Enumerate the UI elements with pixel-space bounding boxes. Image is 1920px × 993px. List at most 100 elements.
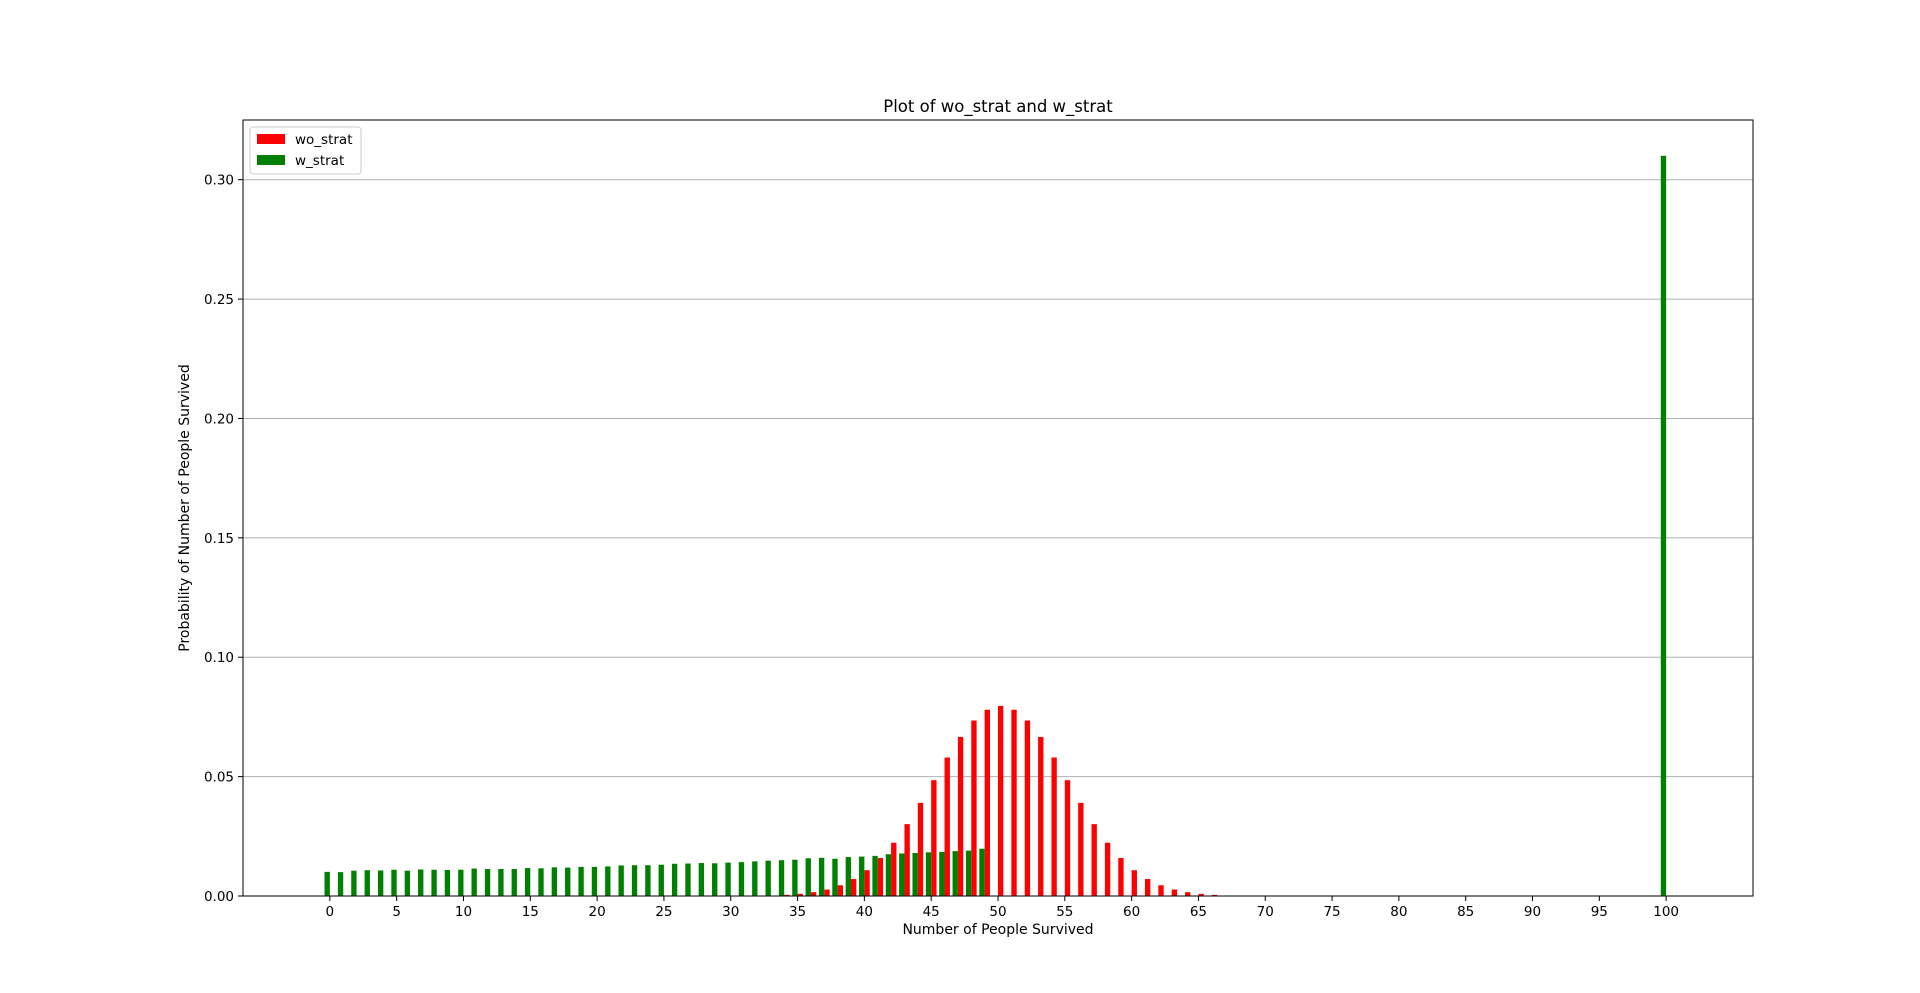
bar-w_strat <box>538 868 544 896</box>
bar-wo_strat <box>1171 889 1178 896</box>
x-tick-label: 15 <box>522 904 539 920</box>
bar-wo_strat <box>984 709 990 896</box>
bar-w_strat <box>578 866 584 896</box>
bar-w_strat <box>605 866 611 896</box>
x-tick-label: 80 <box>1390 904 1407 920</box>
bar-w_strat <box>511 869 517 896</box>
bar-wo_strat <box>864 870 870 896</box>
bar-wo_strat <box>1104 842 1111 896</box>
y-tick-label: 0.05 <box>204 770 234 786</box>
y-tick-label: 0.30 <box>204 173 234 189</box>
bar-w_strat <box>524 868 531 896</box>
bar-wo_strat <box>877 858 884 896</box>
bar-wo_strat <box>824 889 830 896</box>
bar-w_strat <box>498 869 504 896</box>
x-tick-label: 20 <box>589 904 606 920</box>
bar-w_strat <box>645 865 651 896</box>
x-tick-label: 45 <box>923 904 940 920</box>
y-tick-label: 0.20 <box>204 411 234 427</box>
chart-title: Plot of wo_strat and w_strat <box>883 97 1113 117</box>
y-axis-label: Probability of Number of People Survived <box>177 364 193 651</box>
bar-w_strat <box>965 850 972 896</box>
bar-w_strat <box>658 864 664 896</box>
x-tick-label: 100 <box>1653 904 1679 920</box>
bar-w_strat <box>832 858 838 896</box>
bar-w_strat <box>979 848 985 896</box>
bar-w_strat <box>685 863 691 896</box>
bar-w_strat <box>618 865 624 896</box>
bar-w_strat <box>805 858 811 896</box>
bar-wo_strat <box>1091 824 1097 896</box>
legend-swatch-w-strat <box>257 155 285 165</box>
bar-w_strat <box>885 854 892 896</box>
x-tick-label: 95 <box>1591 904 1608 920</box>
bar-wo_strat <box>957 736 964 896</box>
x-tick-label: 65 <box>1190 904 1207 920</box>
bar-wo_strat <box>971 720 977 896</box>
legend-label-w-strat: w_strat <box>295 153 344 169</box>
bar-wo_strat <box>1078 802 1084 896</box>
bar-w_strat <box>337 872 344 896</box>
bar-wo_strat <box>1158 885 1164 896</box>
x-tick-label: 35 <box>789 904 806 920</box>
bar-w_strat <box>364 870 370 896</box>
bar-w_strat <box>912 853 918 896</box>
bar-wo_strat <box>1051 757 1057 896</box>
bar-wo_strat <box>998 705 1004 896</box>
legend: wo_strat w_strat <box>249 126 362 175</box>
bar-wo_strat <box>944 757 950 896</box>
bar-wo_strat <box>1144 879 1151 896</box>
bar-wo_strat <box>1131 870 1137 896</box>
bar-w_strat <box>551 867 558 896</box>
bar-wo_strat <box>1038 736 1044 896</box>
bar-w_strat <box>952 851 958 896</box>
x-tick-label: 30 <box>722 904 739 920</box>
bar-wo_strat <box>931 780 937 896</box>
bar-w_strat <box>444 869 451 896</box>
bar-w_strat <box>471 868 477 896</box>
bar-wo_strat <box>784 894 790 896</box>
x-tick-label: 0 <box>326 904 335 920</box>
bar-w_strat <box>712 863 718 896</box>
bar-wo_strat <box>1211 894 1218 896</box>
bar-w_strat <box>752 861 758 896</box>
bar-w_strat <box>565 867 571 896</box>
bar-wo_strat <box>917 802 924 896</box>
bar-w_strat <box>458 869 464 896</box>
y-tick-label: 0.10 <box>204 650 234 666</box>
x-tick-label: 40 <box>856 904 873 920</box>
x-tick-label: 85 <box>1457 904 1474 920</box>
legend-swatch-wo-strat <box>257 134 285 144</box>
bar-wo_strat <box>1024 720 1031 896</box>
bar-w_strat <box>725 862 731 896</box>
bars <box>324 155 1667 897</box>
bar-w_strat <box>765 860 771 896</box>
axis-ticks: 0 5 10 15 20 25 30 35 40 45 50 55 60 65 70 75 80 85 90 95 10… <box>204 173 1679 920</box>
bar-w_strat <box>698 863 705 896</box>
bar-w_strat <box>925 852 932 896</box>
bar-w_strat <box>591 866 598 896</box>
y-tick-label: 0.15 <box>204 531 234 547</box>
x-tick-label: 70 <box>1257 904 1274 920</box>
x-axis-label: Number of People Survived <box>902 922 1093 938</box>
bar-w_strat <box>859 856 865 896</box>
bar-wo_strat <box>851 879 857 896</box>
bar-wo_strat <box>1064 780 1071 896</box>
bar-wo_strat <box>1011 709 1017 896</box>
bar-w_strat <box>899 853 905 896</box>
bar-w_strat <box>377 870 384 896</box>
gridlines <box>243 179 1753 778</box>
bar-w_strat <box>939 851 945 896</box>
bar-w_strat <box>778 860 785 896</box>
x-tick-label: 5 <box>392 904 401 920</box>
bar-wo_strat <box>1185 892 1191 896</box>
bar-wo_strat <box>1118 858 1124 896</box>
legend-label-wo-strat: wo_strat <box>295 132 353 148</box>
bar-w_strat <box>391 869 397 896</box>
bar-w_strat <box>845 857 852 896</box>
bar-wo_strat <box>810 892 817 896</box>
x-tick-label: 55 <box>1056 904 1073 920</box>
y-tick-label: 0.00 <box>204 889 234 905</box>
bar-w_strat <box>872 855 878 896</box>
